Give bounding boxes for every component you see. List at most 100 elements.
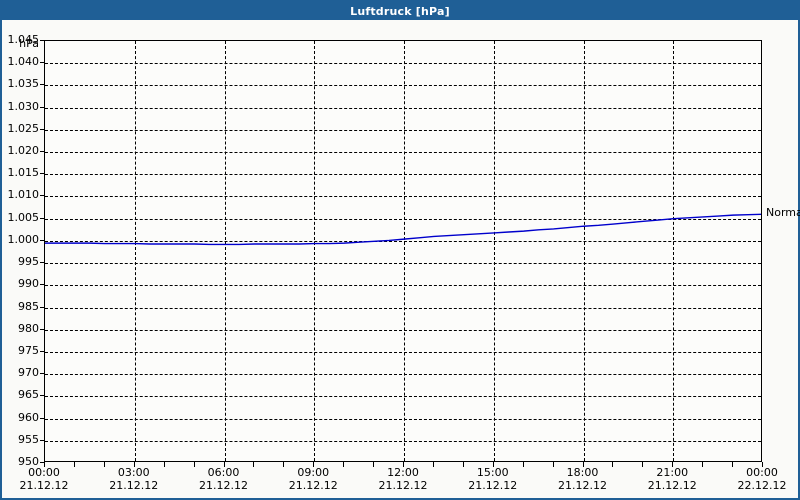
x-axis-tick-mark: [522, 462, 524, 467]
x-axis-tick-mark: [133, 462, 135, 467]
y-axis-tick-mark: [40, 173, 45, 175]
x-axis-tick-time: 18:00: [566, 466, 599, 479]
x-axis-tick-mark: [163, 462, 165, 467]
gridline-horizontal: [45, 240, 761, 242]
y-axis-tick-label: 1.040: [7, 55, 40, 69]
y-axis-tick-label: 1.025: [7, 121, 40, 135]
gridline-horizontal: [45, 85, 761, 87]
y-axis-tick-mark: [40, 239, 45, 241]
gridline-horizontal: [45, 129, 761, 131]
y-axis-tick-mark: [40, 151, 45, 153]
x-axis-tick-label: 18:00 21.12.12: [538, 466, 628, 492]
gridline-vertical: [404, 41, 405, 461]
x-axis-tick-mark: [462, 462, 464, 467]
x-axis-tick-mark: [253, 462, 255, 467]
x-axis-tick-date: 21.12.12: [378, 479, 428, 492]
x-axis-tick-time: 12:00: [387, 466, 419, 479]
gridline-horizontal: [45, 174, 761, 176]
x-axis-tick-mark: [373, 462, 375, 467]
gridline-horizontal: [45, 218, 761, 220]
x-axis-tick-mark: [642, 462, 644, 467]
gridline-horizontal: [45, 63, 761, 65]
x-axis-tick-time: 09:00: [297, 466, 330, 479]
x-axis-tick-label: 00:00 21.12.12: [0, 466, 89, 492]
y-axis-tick-mark: [40, 439, 45, 441]
x-axis-tick-time: 00:00: [746, 466, 778, 479]
y-axis-tick-label: 1.030: [7, 99, 40, 113]
x-axis-tick-mark: [44, 462, 45, 467]
gridline-horizontal: [45, 351, 761, 353]
y-axis-tick-mark: [40, 262, 45, 264]
x-axis-tick-label: 06:00 21.12.12: [179, 466, 269, 492]
y-axis-tick-label: 950: [18, 455, 39, 468]
y-axis-tick-label: 1.015: [7, 166, 40, 180]
y-axis-tick-label: 1.045: [7, 33, 40, 46]
gridline-horizontal: [45, 418, 761, 420]
gridline-horizontal: [45, 107, 761, 109]
y-axis-tick-mark: [40, 373, 45, 375]
x-axis-tick-time: 03:00: [117, 466, 150, 479]
y-axis-tick-label: 990: [18, 277, 39, 291]
x-axis-tick-date: 22.12.12: [737, 479, 787, 492]
gridline-vertical: [224, 41, 226, 461]
gridline-vertical: [493, 41, 495, 461]
series-label-normal: Normal: [766, 206, 800, 220]
x-axis-tick-label: 00:00 22.12.12: [717, 466, 800, 492]
x-axis-tick-mark: [552, 462, 554, 467]
y-axis-tick-label: 975: [18, 343, 39, 357]
y-axis-tick-mark: [40, 395, 45, 397]
x-axis-tick-mark: [492, 462, 494, 467]
x-axis-tick-label: 21:00 21.12.12: [627, 466, 717, 492]
y-axis-tick-mark: [40, 84, 45, 86]
y-axis-tick-mark: [40, 350, 45, 352]
y-axis-tick-mark: [40, 40, 45, 41]
y-axis-tick-label: 980: [18, 321, 39, 335]
x-axis-tick-mark: [432, 462, 434, 467]
x-axis-tick-label: 15:00 21.12.12: [448, 466, 538, 492]
gridline-vertical: [583, 41, 585, 461]
y-axis-tick-label: 1.035: [7, 77, 40, 91]
x-axis-tick-mark: [343, 462, 345, 467]
x-axis-tick-date: 21.12.12: [558, 479, 607, 492]
x-axis-tick-mark: [223, 462, 225, 467]
x-axis-tick-label: 03:00 21.12.12: [89, 466, 179, 492]
y-axis-tick-label: 955: [18, 432, 39, 446]
y-axis-tick-label: 985: [18, 299, 39, 313]
y-axis-tick-label: 960: [18, 410, 39, 424]
x-axis-tick-date: 21.12.12: [19, 479, 69, 492]
x-axis-tick-date: 21.12.12: [288, 479, 338, 492]
y-axis-tick-mark: [40, 306, 45, 308]
x-axis-tick-time: 00:00: [28, 466, 60, 479]
y-axis-tick-label: 970: [18, 366, 39, 380]
x-axis-tick-date: 21.12.12: [468, 479, 518, 492]
gridline-vertical: [314, 41, 316, 461]
gridline-vertical: [134, 41, 136, 461]
x-axis-tick-mark: [283, 462, 285, 467]
x-axis-tick-mark: [762, 462, 763, 467]
x-axis-tick-mark: [732, 462, 734, 467]
y-axis-tick-mark: [40, 417, 45, 419]
gridline-horizontal: [45, 263, 761, 265]
gridline-horizontal: [45, 440, 761, 442]
gridline-vertical: [673, 41, 675, 461]
y-axis-tick-mark: [40, 328, 45, 330]
x-axis-tick-time: 15:00: [476, 466, 509, 479]
y-axis-tick-mark: [40, 62, 45, 64]
x-axis-tick-mark: [582, 462, 584, 467]
y-axis-tick-label: 1.005: [7, 210, 40, 224]
x-axis-tick-mark: [73, 462, 75, 467]
y-axis-tick-mark: [40, 128, 45, 130]
x-axis-tick-time: 21:00: [656, 466, 689, 479]
x-axis-tick-date: 21.12.12: [109, 479, 159, 492]
plot-area: [44, 40, 762, 462]
y-axis-tick-mark: [40, 217, 45, 219]
gridline-horizontal: [45, 285, 761, 287]
y-axis-tick-label: 1.020: [7, 144, 40, 158]
x-axis-tick-label: 09:00 21.12.12: [268, 466, 358, 492]
gridline-horizontal: [45, 152, 761, 154]
y-axis-tick-mark: [40, 106, 45, 108]
chart-canvas: hPa 1.045 1.040 1.035 1.030 1.025 1.020 1.015 1…: [0, 20, 800, 498]
x-axis-tick-mark: [103, 462, 105, 467]
y-axis-unit-label: hPa: [19, 37, 39, 50]
